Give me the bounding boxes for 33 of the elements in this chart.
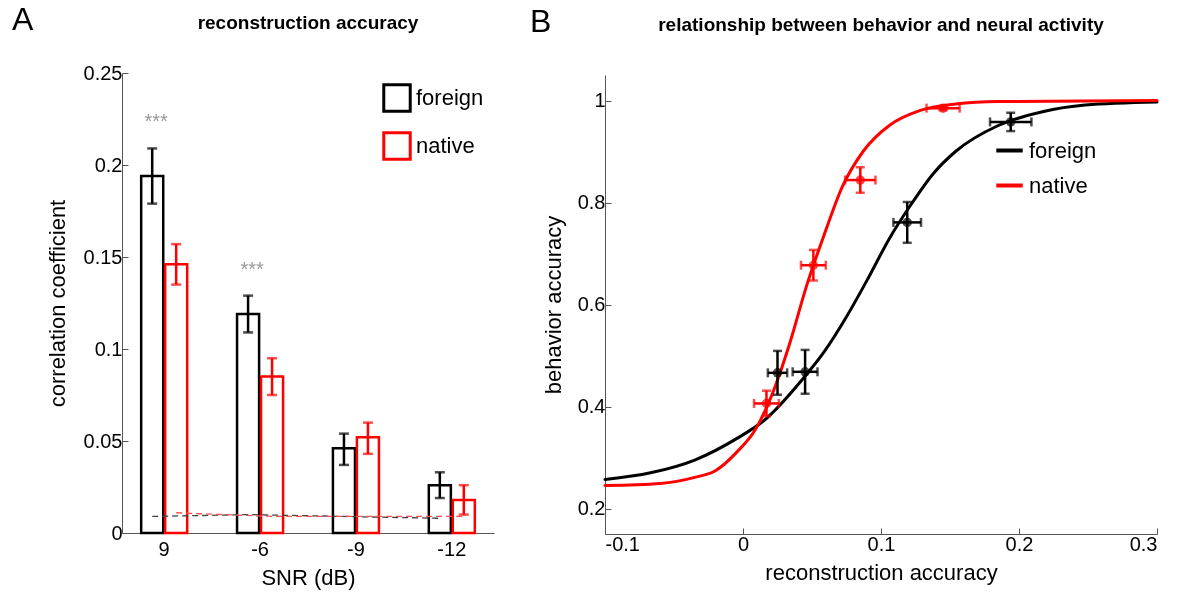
x-axis-title: reconstruction accuracy bbox=[765, 559, 998, 585]
y-tick-label: 0.1 bbox=[94, 337, 123, 360]
legend-label: native bbox=[416, 133, 475, 158]
x-tick-label: 0 bbox=[737, 532, 750, 555]
chart-title: reconstruction accuracy bbox=[197, 12, 419, 33]
x-tick-label: -9 bbox=[347, 537, 365, 560]
text: B bbox=[530, 3, 552, 39]
y-axis-title: behavior accuracy bbox=[540, 215, 566, 395]
x-tick-label: -0.1 bbox=[605, 532, 640, 555]
x-tick-label: -6 bbox=[251, 537, 269, 560]
y-tick-label: 0.05 bbox=[83, 429, 123, 452]
y-tick-label: 0.8 bbox=[577, 191, 606, 213]
x-tick-label: -12 bbox=[437, 537, 467, 560]
x-tick-label: 0.2 bbox=[1005, 532, 1034, 555]
annotation: *** bbox=[240, 257, 264, 280]
y-tick-label: 0.4 bbox=[577, 395, 606, 417]
x-tick-label: 0.1 bbox=[867, 532, 896, 555]
y-axis-title: correlation coefficient bbox=[44, 199, 70, 408]
y-tick-label: 0.2 bbox=[577, 497, 606, 519]
y-tick-label: 0.6 bbox=[577, 293, 606, 315]
y-tick-label: 0.25 bbox=[83, 61, 123, 84]
x-axis-title: SNR (dB) bbox=[261, 564, 356, 590]
legend-label: foreign bbox=[416, 85, 484, 110]
y-tick-label: 0.2 bbox=[94, 153, 123, 176]
chart-title: relationship between behavior and neural activity bbox=[658, 14, 1105, 35]
y-tick-label: 0.15 bbox=[83, 245, 123, 268]
legend-label: native bbox=[1029, 172, 1088, 198]
annotation: *** bbox=[144, 110, 169, 133]
x-tick-label: 0.3 bbox=[1129, 532, 1158, 555]
y-tick-label: 1 bbox=[594, 89, 606, 111]
x-tick-label: 9 bbox=[158, 537, 170, 560]
text: A bbox=[12, 1, 34, 37]
legend-label: foreign bbox=[1029, 137, 1097, 163]
